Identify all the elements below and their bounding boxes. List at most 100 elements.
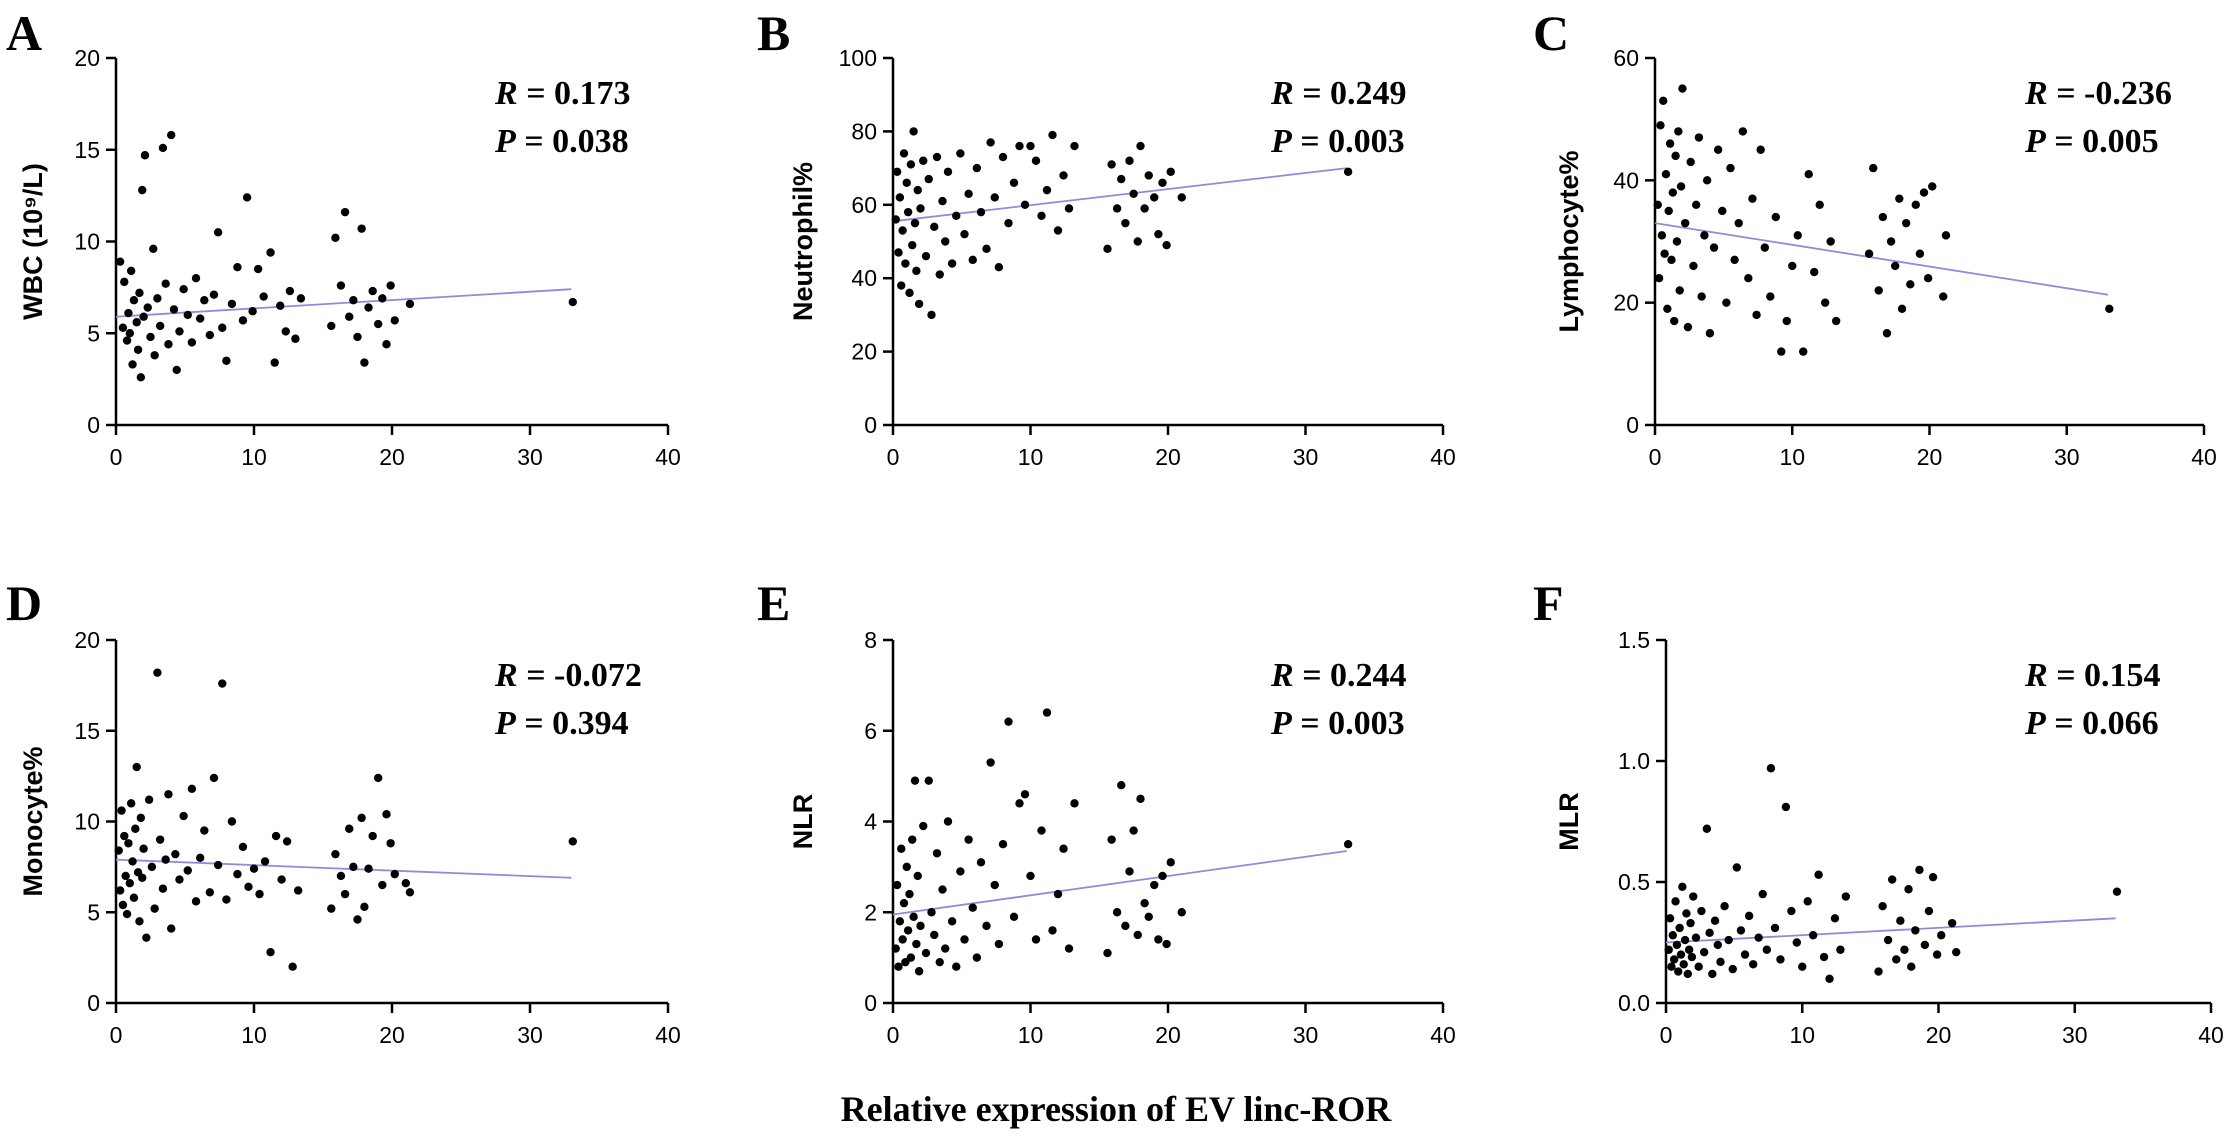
data-point bbox=[291, 334, 300, 343]
data-point bbox=[998, 839, 1008, 849]
data-point bbox=[1129, 189, 1138, 198]
data-point bbox=[947, 917, 957, 926]
y-axis-label: NLR bbox=[788, 794, 818, 850]
data-point bbox=[183, 310, 192, 320]
data-point bbox=[998, 152, 1008, 162]
data-point bbox=[386, 281, 395, 290]
data-point bbox=[1734, 218, 1743, 228]
data-point bbox=[227, 299, 237, 309]
y-tick-label: 0 bbox=[864, 990, 877, 1016]
data-point bbox=[908, 240, 917, 250]
data-point bbox=[187, 338, 197, 347]
data-point bbox=[121, 871, 130, 881]
data-point bbox=[1004, 218, 1013, 228]
data-point bbox=[568, 297, 577, 307]
r-statistic: R = 0.173 bbox=[494, 75, 631, 112]
data-point bbox=[968, 255, 977, 265]
data-point bbox=[1749, 960, 1758, 969]
data-point bbox=[364, 864, 373, 873]
data-point bbox=[1798, 962, 1807, 971]
data-point bbox=[244, 882, 253, 892]
data-point bbox=[360, 358, 369, 367]
y-tick-label: 0 bbox=[1626, 412, 1639, 438]
data-point bbox=[1672, 940, 1682, 950]
data-point bbox=[143, 303, 152, 312]
data-point bbox=[115, 257, 125, 266]
data-point bbox=[1702, 176, 1712, 185]
data-point bbox=[349, 296, 358, 305]
data-point bbox=[1941, 231, 1951, 240]
data-point bbox=[1150, 193, 1159, 202]
data-point bbox=[1117, 781, 1126, 790]
data-point bbox=[909, 912, 918, 921]
data-point bbox=[153, 294, 162, 303]
data-point bbox=[1656, 121, 1665, 130]
data-point bbox=[357, 813, 366, 823]
data-point bbox=[905, 288, 914, 298]
data-point bbox=[1924, 906, 1934, 916]
r-key: R bbox=[494, 75, 518, 112]
y-tick-label: 0.5 bbox=[1618, 869, 1650, 895]
y-axis-label: MLR bbox=[1554, 792, 1584, 850]
data-point bbox=[1053, 889, 1063, 899]
data-point bbox=[150, 351, 159, 360]
data-point bbox=[125, 879, 134, 888]
data-point bbox=[1928, 872, 1938, 882]
data-point bbox=[1048, 130, 1057, 140]
data-point bbox=[976, 207, 986, 217]
data-point bbox=[131, 824, 140, 833]
data-point bbox=[327, 904, 336, 913]
data-point bbox=[124, 308, 133, 318]
data-point bbox=[1103, 948, 1112, 958]
data-point bbox=[114, 846, 123, 855]
data-point bbox=[1177, 193, 1186, 202]
data-point bbox=[155, 321, 165, 331]
data-point bbox=[1676, 950, 1686, 959]
data-point bbox=[912, 939, 921, 949]
data-point bbox=[1150, 880, 1159, 890]
data-point bbox=[161, 279, 170, 288]
p-key: P bbox=[2024, 123, 2046, 160]
data-point bbox=[382, 810, 391, 819]
panel-letter: F bbox=[1533, 575, 1564, 631]
p-statistic: P = 0.003 bbox=[1270, 123, 1405, 160]
data-point bbox=[1166, 167, 1175, 176]
data-point bbox=[1689, 261, 1698, 271]
data-point bbox=[976, 858, 986, 867]
x-tick-label: 30 bbox=[517, 1022, 543, 1048]
p-statistic: P = 0.003 bbox=[1270, 705, 1405, 742]
data-point bbox=[894, 962, 903, 971]
x-tick-label: 0 bbox=[887, 1022, 900, 1048]
data-point bbox=[205, 330, 215, 340]
data-point bbox=[1777, 347, 1786, 356]
data-point bbox=[1932, 950, 1942, 959]
data-point bbox=[905, 889, 914, 899]
data-point bbox=[1070, 799, 1079, 808]
data-point bbox=[1675, 286, 1684, 295]
data-point bbox=[1683, 969, 1693, 979]
data-point bbox=[1825, 974, 1834, 983]
data-point bbox=[1129, 826, 1138, 835]
data-point bbox=[1031, 935, 1041, 944]
data-point bbox=[1754, 933, 1763, 942]
y-tick-label: 0 bbox=[864, 412, 877, 438]
data-point bbox=[1810, 267, 1819, 277]
data-point bbox=[164, 340, 173, 349]
r-value: = -0.236 bbox=[2048, 75, 2172, 112]
data-point bbox=[1343, 839, 1353, 849]
data-point bbox=[1771, 212, 1780, 222]
regression-line bbox=[892, 850, 1347, 916]
data-point bbox=[1718, 206, 1727, 216]
data-point bbox=[120, 831, 129, 841]
data-point bbox=[222, 895, 231, 904]
data-point bbox=[1683, 322, 1693, 332]
data-point bbox=[1819, 952, 1829, 962]
data-point bbox=[1781, 802, 1791, 812]
data-point bbox=[164, 790, 173, 799]
data-point bbox=[368, 286, 377, 296]
data-point bbox=[1904, 885, 1913, 894]
x-tick-label: 20 bbox=[1155, 444, 1181, 470]
data-point bbox=[1907, 962, 1916, 971]
y-axis-label: Monocyte% bbox=[18, 746, 48, 896]
